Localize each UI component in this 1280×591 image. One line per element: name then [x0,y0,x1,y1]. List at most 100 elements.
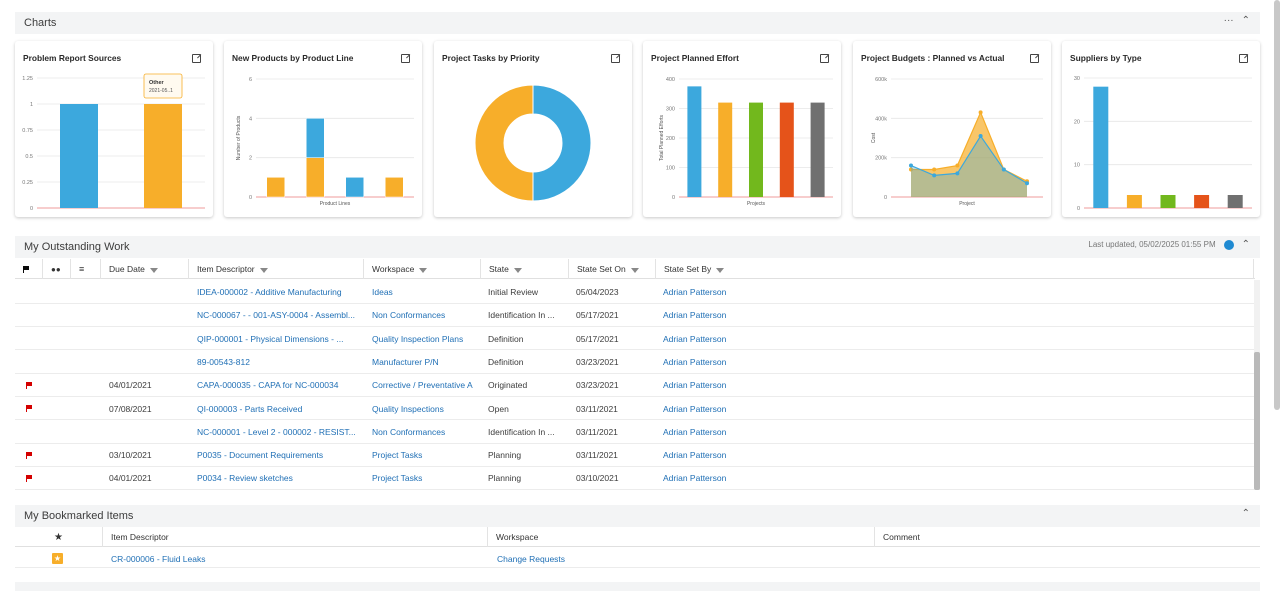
open-chart-icon[interactable] [192,54,201,63]
item-descriptor-link[interactable]: NC-000067 - - 001-ASY-0004 - Assembl... [197,310,355,321]
open-chart-icon[interactable] [611,54,620,63]
filter-icon[interactable] [513,267,522,273]
workspace-link[interactable]: Quality Inspection Plans [372,333,464,344]
state-set-by-link[interactable]: Adrian Patterson [663,287,727,297]
flag-cell [26,327,40,350]
bm-comment-header[interactable]: Comment [875,527,1260,547]
chart-title: Project Budgets : Planned vs Actual [861,53,1005,63]
open-chart-icon[interactable] [1030,54,1039,63]
table-row[interactable]: IDEA-000002 - Additive Manufacturing Idea… [15,281,1255,304]
open-chart-icon[interactable] [401,54,410,63]
item-descriptor-link[interactable]: QI-000003 - Parts Received [197,403,303,414]
filter-icon[interactable] [419,267,428,273]
state-set-by-link[interactable]: Adrian Patterson [663,333,727,344]
state-set-by-link[interactable]: Adrian Patterson [663,403,727,414]
workspace-link[interactable]: Project Tasks [372,450,423,461]
red-flag-icon [26,405,32,412]
state-header[interactable]: State [481,259,569,279]
table-row[interactable]: 89-00543-812 Manufacturer P/N Definition 03… [15,350,1255,374]
workspace-header[interactable]: Workspace [364,259,481,279]
bm-workspace-link[interactable]: Change Requests [497,553,566,564]
bar [1093,86,1109,208]
star-column-header[interactable]: ★ [15,527,102,547]
pie-slice [474,84,534,202]
page-scrollbar[interactable] [1274,0,1280,410]
flag-column-header[interactable] [15,259,43,279]
open-chart-icon[interactable] [820,54,829,63]
state-set-on-label: State Set On [577,264,626,274]
y-tick-label: 10 [1074,163,1080,169]
due-date-label: Due Date [109,264,145,274]
due-date-cell: 07/08/2021 [109,403,152,414]
workspace-link[interactable]: Non Conformances [372,426,446,437]
bm-workspace-header[interactable]: Workspace [488,527,875,547]
state-set-by-link[interactable]: Adrian Patterson [663,380,727,391]
state-set-by-link[interactable]: Adrian Patterson [663,310,727,321]
work-scrollbar-thumb[interactable] [1254,352,1260,490]
more-options-icon[interactable]: ··· [1223,15,1234,26]
state-set-by-link[interactable]: Adrian Patterson [663,426,727,437]
y-tick-label: 200 [666,136,675,142]
y-tick-label: 0.5 [25,154,33,160]
item-descriptor-link[interactable]: NC-000001 - Level 2 - 000002 - RESIST... [197,426,356,437]
item-descriptor-link[interactable]: 89-00543-812 [197,356,250,367]
collapse-bookmarks-icon[interactable]: ⌃ [1241,508,1250,519]
bookmark-table-header: ★ Item Descriptor Workspace Comment [15,527,1260,547]
item-descriptor-link[interactable]: P0035 - Document Requirements [197,450,324,461]
bm-item-header[interactable]: Item Descriptor [102,527,488,547]
flag-cell [26,444,40,467]
state-set-on-cell: 05/17/2021 [576,333,619,344]
state-set-on-header[interactable]: State Set On [569,259,656,279]
lines-column-header[interactable]: ≡ [71,259,101,279]
table-row[interactable]: NC-000067 - - 001-ASY-0004 - Assembl... N… [15,304,1255,328]
chart-card-problem-report-sources: Problem Report Sources 1.25 1 0.75 0.5 0.25 0… [15,41,213,217]
table-row[interactable]: 04/01/2021 CAPA-000035 - CAPA for NC-0000… [15,374,1255,397]
bar [144,104,182,208]
item-descriptor-link[interactable]: P0034 - Review sketches [197,473,293,484]
workspace-link[interactable]: Quality Inspections [372,403,444,414]
state-set-by-link[interactable]: Adrian Patterson [663,473,727,484]
table-row[interactable]: NC-000001 - Level 2 - 000002 - RESIST...… [15,420,1255,444]
collapse-charts-icon[interactable]: ⌃ [1241,15,1250,26]
table-row[interactable]: 03/10/2021 P0035 - Document Requirements P… [15,444,1255,467]
due-date-cell [109,304,189,327]
tooltip-label: Other [149,80,165,86]
bar-segment [306,157,325,198]
workspace-link[interactable]: Non Conformances [372,310,446,321]
pie-slice [532,84,592,202]
bar [718,102,733,197]
state-cell: Originated [488,380,528,391]
table-row[interactable]: QIP-000001 - Physical Dimensions - ... Qu… [15,327,1255,351]
project-budgets-chart: 600k 400k 200k 0 Project Cost [871,77,1043,207]
filter-icon[interactable] [716,267,725,273]
item-descriptor-link[interactable]: CAPA-000035 - CAPA for NC-000034 [197,380,339,391]
filter-icon[interactable] [630,267,639,273]
y-tick-label: 100 [666,166,675,172]
bm-item-link[interactable]: CR-000006 - Fluid Leaks [111,553,206,564]
bookmark-star-icon[interactable]: ★ [52,553,63,564]
collapse-work-icon[interactable]: ⌃ [1241,239,1250,250]
refresh-icon[interactable] [1223,239,1234,250]
data-point [932,173,937,178]
y-tick-label: 6 [249,77,252,83]
people-column-header[interactable]: ●● [43,259,71,279]
item-descriptor-header[interactable]: Item Descriptor [189,259,364,279]
workspace-link[interactable]: Manufacturer P/N [372,356,439,367]
workspace-link[interactable]: Project Tasks [372,473,423,484]
item-descriptor-link[interactable]: IDEA-000002 - Additive Manufacturing [197,287,342,297]
item-descriptor-link[interactable]: QIP-000001 - Physical Dimensions - ... [197,333,344,344]
state-set-by-header[interactable]: State Set By [656,259,1254,279]
y-axis-label: Total Planned Efforts [659,114,665,161]
workspace-link[interactable]: Corrective / Preventative A [372,380,473,391]
table-row[interactable]: 07/08/2021 QI-000003 - Parts Received Qual… [15,397,1255,421]
bookmark-row[interactable]: ★ CR-000006 - Fluid Leaks Change Request… [15,547,1260,568]
open-chart-icon[interactable] [1239,54,1248,63]
filter-icon[interactable] [259,267,268,273]
filter-icon[interactable] [149,267,158,273]
table-row[interactable]: 04/01/2021 P0034 - Review sketches Project… [15,467,1255,491]
due-date-header[interactable]: Due Date [101,259,189,279]
state-set-by-link[interactable]: Adrian Patterson [663,356,727,367]
workspace-link[interactable]: Ideas [372,287,393,297]
state-set-by-link[interactable]: Adrian Patterson [663,450,727,461]
chart-title: Suppliers by Type [1070,53,1142,63]
